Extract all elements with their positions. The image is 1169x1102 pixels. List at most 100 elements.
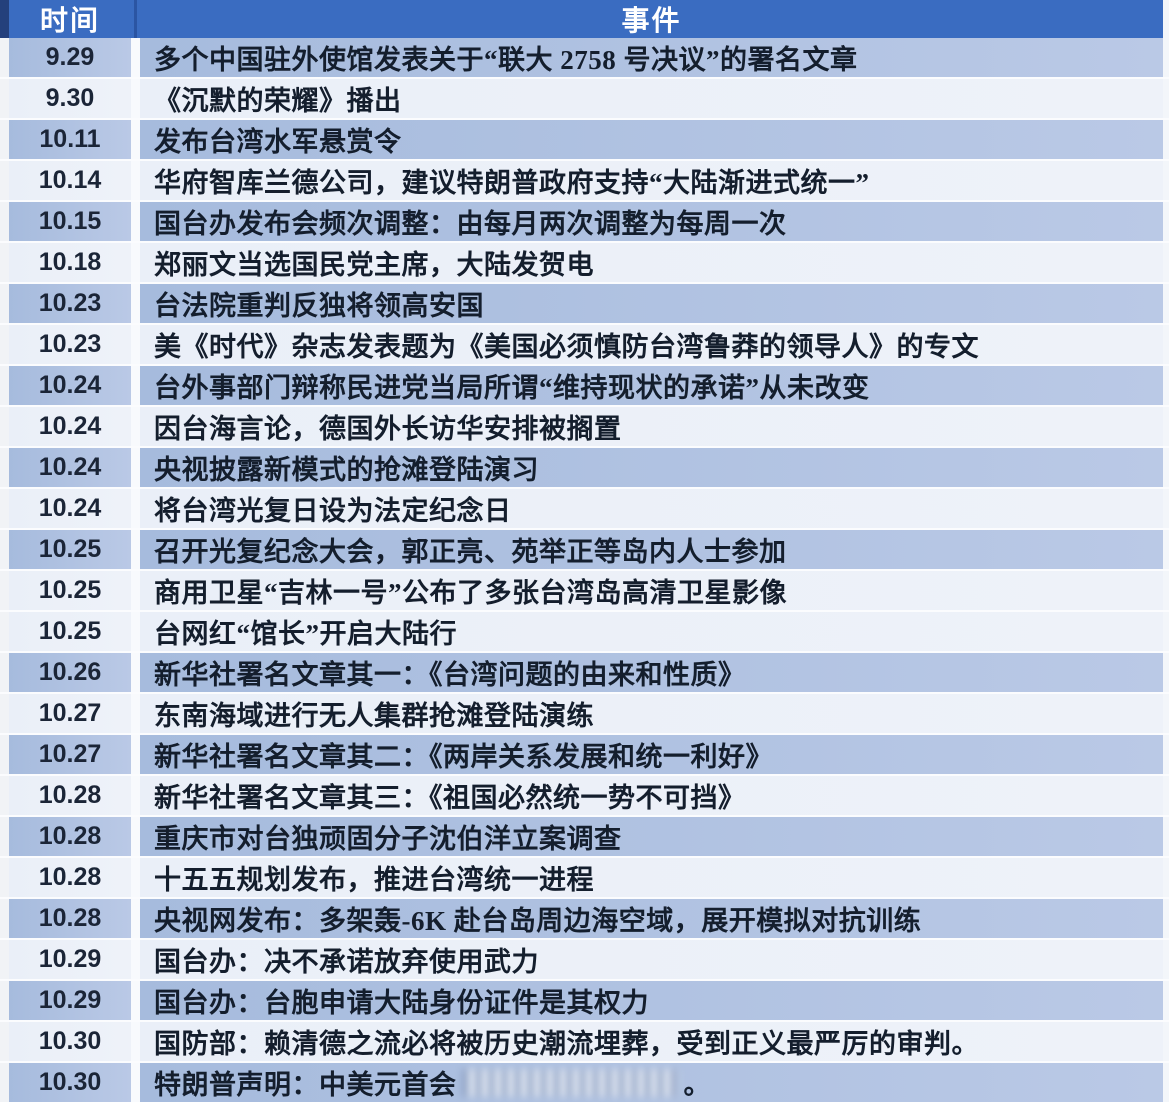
row-right-gutter [1163, 817, 1169, 856]
event-cell: 央视网发布：多架轰-6K 赴台岛周边海空域，展开模拟对抗训练 [140, 899, 1163, 938]
column-divider [131, 981, 140, 1020]
column-divider [131, 120, 140, 159]
time-cell: 9.30 [9, 79, 131, 118]
time-cell: 10.30 [9, 1063, 131, 1102]
row-right-gutter [1163, 79, 1169, 118]
time-cell: 9.29 [9, 38, 131, 77]
row-left-gutter [0, 530, 9, 569]
row-left-gutter [0, 202, 9, 241]
event-cell: 《沉默的荣耀》播出 [140, 79, 1163, 118]
column-divider [131, 325, 140, 364]
table-row: 10.25 台网红“馆长”开启大陆行 [0, 612, 1169, 653]
row-left-gutter [0, 940, 9, 979]
row-right-gutter [1163, 653, 1169, 692]
time-cell: 10.29 [9, 940, 131, 979]
event-cell: 多个中国驻外使馆发表关于“联大 2758 号决议”的署名文章 [140, 38, 1163, 77]
row-left-gutter [0, 489, 9, 528]
table-header: 时间 事件 [0, 0, 1169, 38]
row-right-gutter [1163, 120, 1169, 159]
time-cell: 10.25 [9, 571, 131, 610]
column-divider [131, 407, 140, 446]
row-left-gutter [0, 79, 9, 118]
event-cell: 召开光复纪念大会，郭正亮、苑举正等岛内人士参加 [140, 530, 1163, 569]
event-cell: 台网红“馆长”开启大陆行 [140, 612, 1163, 651]
row-right-gutter [1163, 899, 1169, 938]
event-cell: 因台海言论，德国外长访华安排被搁置 [140, 407, 1163, 446]
column-divider [131, 161, 140, 200]
row-right-gutter [1163, 202, 1169, 241]
column-divider [131, 1022, 140, 1061]
header-left-edge [0, 0, 9, 38]
row-left-gutter [0, 612, 9, 651]
row-right-gutter [1163, 858, 1169, 897]
event-cell: 新华社署名文章其一：《台湾问题的由来和性质》 [140, 653, 1163, 692]
row-left-gutter [0, 448, 9, 487]
column-divider [131, 776, 140, 815]
table-row: 10.14 华府智库兰德公司，建议特朗普政府支持“大陆渐进式统一” [0, 161, 1169, 202]
header-right-edge [1163, 0, 1169, 38]
row-right-gutter [1163, 325, 1169, 364]
row-left-gutter [0, 694, 9, 733]
table-row: 10.27 东南海域进行无人集群抢滩登陆演练 [0, 694, 1169, 735]
table-row: 10.24 因台海言论，德国外长访华安排被搁置 [0, 407, 1169, 448]
time-cell: 10.25 [9, 530, 131, 569]
row-right-gutter [1163, 407, 1169, 446]
redacted-blur [462, 1068, 678, 1097]
event-text-suffix: 。 [683, 1070, 711, 1100]
row-left-gutter [0, 776, 9, 815]
table-row: 10.30 国防部：赖清德之流必将被历史潮流埋葬，受到正义最严厉的审判。 [0, 1022, 1169, 1063]
event-cell: 台外事部门辩称民进党当局所谓“维持现状的承诺”从未改变 [140, 366, 1163, 405]
time-cell: 10.30 [9, 1022, 131, 1061]
row-right-gutter [1163, 981, 1169, 1020]
table-row: 10.29 国台办：台胞申请大陆身份证件是其权力 [0, 981, 1169, 1022]
column-divider [131, 448, 140, 487]
row-right-gutter [1163, 284, 1169, 323]
event-cell: 新华社署名文章其三：《祖国必然统一势不可挡》 [140, 776, 1163, 815]
table-body: 9.29 多个中国驻外使馆发表关于“联大 2758 号决议”的署名文章 9.30 《沉… [0, 38, 1169, 1102]
time-cell: 10.24 [9, 489, 131, 528]
column-divider [131, 940, 140, 979]
column-divider [131, 735, 140, 774]
time-cell: 10.24 [9, 366, 131, 405]
table-row: 10.25 召开光复纪念大会，郭正亮、苑举正等岛内人士参加 [0, 530, 1169, 571]
time-cell: 10.27 [9, 694, 131, 733]
time-cell: 10.11 [9, 120, 131, 159]
row-right-gutter [1163, 489, 1169, 528]
row-left-gutter [0, 284, 9, 323]
time-cell: 10.28 [9, 776, 131, 815]
table-row: 10.28 新华社署名文章其三：《祖国必然统一势不可挡》 [0, 776, 1169, 817]
row-left-gutter [0, 120, 9, 159]
row-left-gutter [0, 366, 9, 405]
row-left-gutter [0, 735, 9, 774]
table-row: 9.29 多个中国驻外使馆发表关于“联大 2758 号决议”的署名文章 [0, 38, 1169, 79]
column-divider [131, 243, 140, 282]
time-cell: 10.28 [9, 858, 131, 897]
column-divider [131, 79, 140, 118]
table-row: 10.27 新华社署名文章其二：《两岸关系发展和统一利好》 [0, 735, 1169, 776]
event-cell: 国台办：台胞申请大陆身份证件是其权力 [140, 981, 1163, 1020]
table-row: 10.11 发布台湾水军悬赏令 [0, 120, 1169, 161]
column-divider [131, 858, 140, 897]
event-cell: 商用卫星“吉林一号”公布了多张台湾岛高清卫星影像 [140, 571, 1163, 610]
table-row: 10.28 十五五规划发布，推进台湾统一进程 [0, 858, 1169, 899]
event-column-header: 事件 [621, 6, 682, 37]
column-divider [131, 817, 140, 856]
row-left-gutter [0, 161, 9, 200]
column-divider [131, 489, 140, 528]
row-right-gutter [1163, 694, 1169, 733]
event-cell: 发布台湾水军悬赏令 [140, 120, 1163, 159]
row-right-gutter [1163, 530, 1169, 569]
row-right-gutter [1163, 1022, 1169, 1061]
row-left-gutter [0, 981, 9, 1020]
event-cell: 特朗普声明：中美元首会 。 [140, 1063, 1163, 1102]
row-right-gutter [1163, 571, 1169, 610]
time-cell: 10.15 [9, 202, 131, 241]
time-cell: 10.18 [9, 243, 131, 282]
column-divider [131, 1063, 140, 1102]
column-divider [131, 899, 140, 938]
column-divider [131, 530, 140, 569]
column-divider [131, 571, 140, 610]
row-left-gutter [0, 38, 9, 77]
row-right-gutter [1163, 243, 1169, 282]
